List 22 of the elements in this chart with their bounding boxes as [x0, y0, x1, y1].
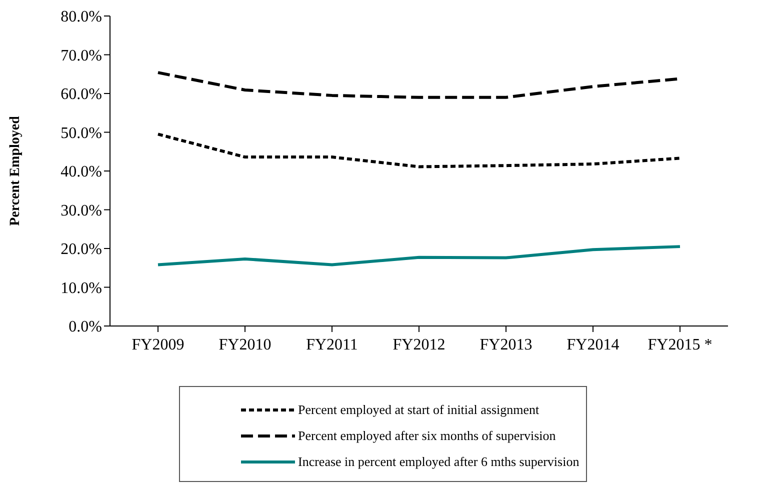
legend-label: Percent employed after six months of supervision: [298, 428, 556, 444]
x-tick-label: FY2014: [566, 336, 620, 354]
y-tick-label: 50.0%: [60, 124, 102, 142]
x-tick-label: FY2011: [306, 336, 358, 354]
legend-label: Increase in percent employed after 6 mths supervision: [298, 454, 580, 470]
y-tick-label: 80.0%: [60, 8, 102, 26]
y-axis-title: Percent Employed: [8, 116, 23, 226]
y-tick-label: 40.0%: [60, 164, 102, 181]
y-tick-label: 10.0%: [60, 280, 102, 297]
y-tick-label: 20.0%: [60, 241, 102, 258]
y-tick-label: 70.0%: [60, 47, 102, 64]
y-tick-label: 0.0%: [68, 318, 102, 336]
x-tick-label: FY2009: [132, 336, 184, 354]
x-tick-label: FY2015 *: [648, 336, 712, 354]
x-tick-label: FY2010: [218, 336, 272, 354]
x-tick-label: FY2013: [480, 336, 532, 354]
legend-label: Percent employed at start of initial assignment: [298, 402, 540, 418]
y-tick-label: 60.0%: [60, 86, 102, 104]
x-tick-label: FY2012: [392, 336, 446, 354]
y-tick-label: 30.0%: [60, 202, 102, 220]
line-series: [156, 245, 682, 266]
line-series: [156, 132, 682, 168]
